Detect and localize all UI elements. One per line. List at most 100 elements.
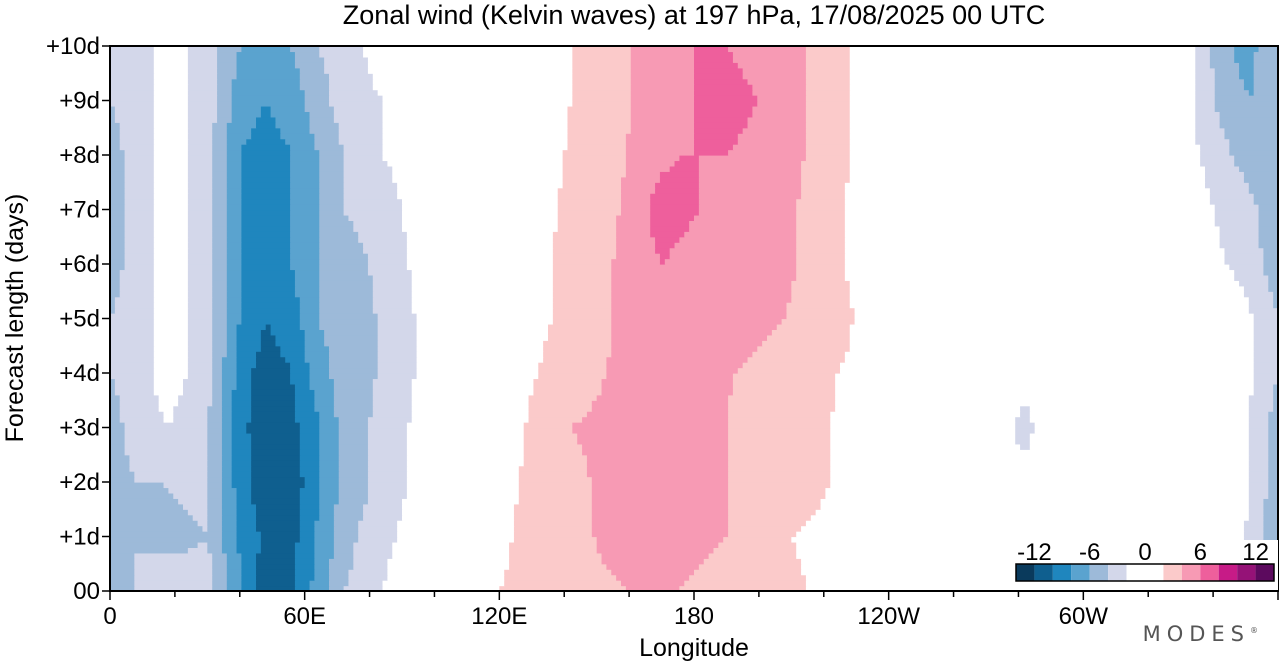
contour-band — [110, 509, 189, 516]
contour-band — [338, 438, 369, 445]
contour-band — [290, 247, 320, 254]
contour-band — [557, 214, 617, 221]
contour-band — [217, 56, 238, 63]
contour-band — [830, 465, 1250, 472]
contour-band — [187, 236, 213, 243]
contour-band — [552, 264, 612, 271]
contour-band — [290, 171, 320, 178]
contour-band — [153, 247, 189, 254]
contour-band — [781, 318, 856, 325]
contour-band — [256, 558, 296, 565]
contour-band — [382, 122, 569, 129]
contour-band — [251, 394, 296, 401]
contour-band — [1253, 334, 1279, 341]
contour-band — [294, 394, 315, 401]
contour-band — [333, 552, 354, 559]
contour-band — [844, 225, 1221, 232]
contour-band — [752, 84, 807, 91]
contour-band — [703, 558, 802, 565]
contour-band — [562, 149, 627, 156]
contour-band — [280, 351, 306, 358]
contour-band — [241, 296, 301, 303]
contour-band — [153, 133, 189, 140]
contour-band — [591, 531, 729, 538]
contour-band — [110, 536, 223, 543]
contour-band — [849, 122, 1196, 129]
contour-band — [314, 558, 330, 565]
contour-band — [309, 122, 340, 129]
contour-band — [820, 498, 1250, 505]
contour-band — [256, 525, 301, 532]
contour-band — [552, 274, 612, 281]
contour-band — [226, 307, 242, 314]
contour-band — [805, 56, 851, 63]
contour-band — [212, 214, 228, 221]
contour-band — [153, 78, 189, 85]
contour-band — [119, 133, 155, 140]
contour-band — [212, 558, 228, 565]
contour-band — [397, 531, 515, 538]
contour-band — [664, 258, 797, 265]
contour-band — [231, 427, 247, 434]
contour-band — [805, 149, 851, 156]
contour-band — [187, 67, 218, 74]
contour-band — [728, 492, 826, 499]
contour-band — [416, 318, 554, 325]
contour-band — [1248, 443, 1269, 450]
contour-band — [1268, 285, 1279, 292]
contour-band — [844, 253, 1226, 260]
contour-band — [187, 291, 213, 298]
contour-band — [1258, 225, 1279, 232]
contour-band — [1268, 492, 1279, 499]
contour-band — [294, 56, 325, 63]
contour-band — [854, 313, 1255, 320]
contour-band — [1224, 133, 1279, 140]
contour-band — [402, 514, 515, 521]
contour-band — [586, 454, 729, 461]
contour-band — [299, 296, 320, 303]
contour-band — [217, 116, 233, 123]
contour-band — [650, 198, 700, 205]
contour-band — [333, 536, 359, 543]
contour-band — [728, 400, 836, 407]
contour-band — [260, 536, 301, 543]
contour-band — [630, 116, 695, 123]
contour-band — [221, 362, 238, 369]
contour-band — [1253, 73, 1279, 80]
contour-band — [382, 116, 569, 123]
contour-band — [153, 296, 189, 303]
contour-band — [294, 580, 311, 587]
contour-band — [377, 89, 573, 96]
contour-band — [694, 569, 802, 576]
contour-band — [406, 443, 525, 450]
contour-band — [562, 160, 627, 167]
contour-band — [377, 323, 418, 330]
contour-band — [256, 569, 296, 576]
contour-band — [582, 443, 729, 450]
contour-band — [504, 574, 617, 581]
contour-band — [1015, 422, 1036, 429]
contour-band — [372, 302, 413, 309]
contour-band — [309, 362, 330, 369]
contour-band — [1263, 531, 1279, 538]
contour-band — [844, 231, 1221, 238]
contour-band — [548, 329, 612, 336]
contour-band — [110, 563, 135, 570]
contour-band — [1253, 340, 1279, 347]
contour-band — [226, 253, 242, 260]
contour-band — [528, 400, 593, 407]
contour-band — [630, 84, 695, 91]
contour-band — [110, 105, 116, 112]
contour-band — [294, 285, 320, 292]
contour-band — [611, 280, 792, 287]
contour-band — [110, 378, 116, 385]
contour-band — [241, 291, 296, 298]
contour-band — [621, 209, 651, 216]
contour-band — [572, 84, 632, 91]
contour-band — [1205, 182, 1250, 189]
contour-band — [124, 242, 155, 249]
contour-band — [226, 182, 242, 189]
contour-band — [805, 144, 851, 151]
contour-band — [552, 242, 617, 249]
contour-band — [168, 487, 208, 494]
